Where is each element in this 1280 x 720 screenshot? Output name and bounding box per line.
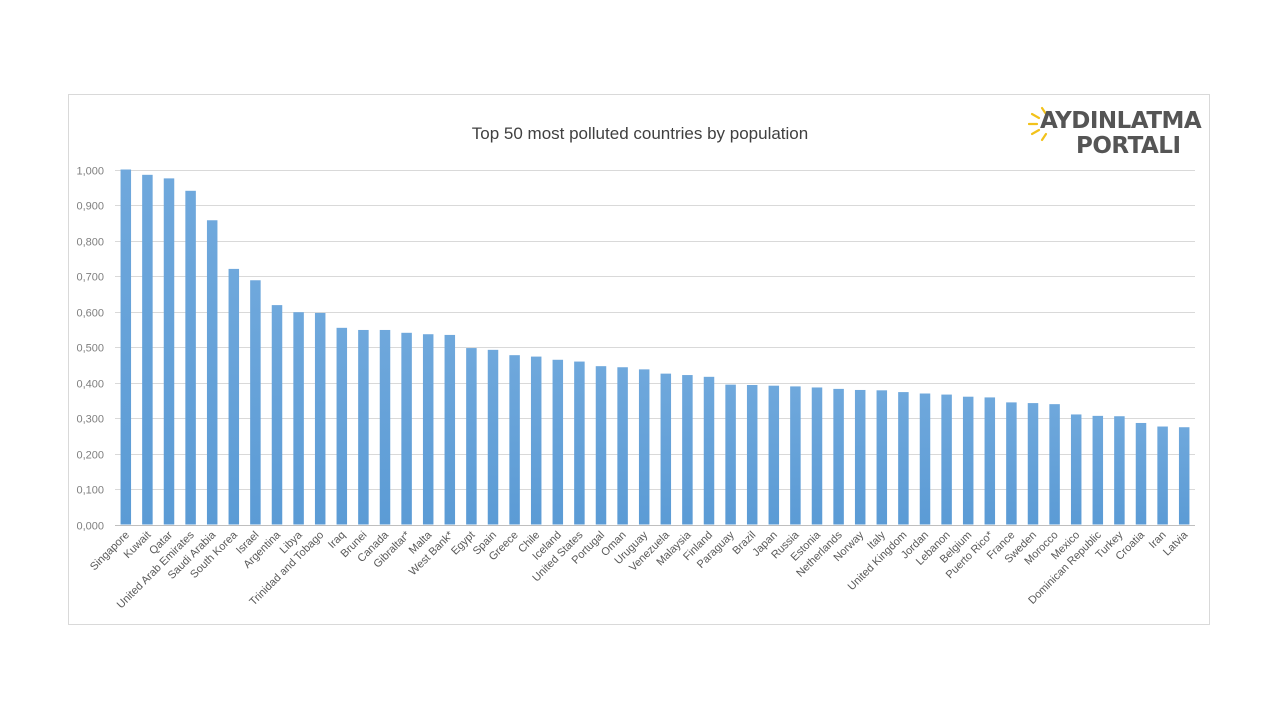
y-tick-label: 0,900 — [76, 201, 104, 213]
y-tick-label: 0,500 — [76, 343, 104, 355]
bar-turkey — [1114, 416, 1125, 525]
bar-finland — [703, 376, 715, 525]
bar-portugal — [595, 366, 607, 525]
bar-south-korea — [228, 268, 240, 525]
bar-uruguay — [638, 369, 650, 525]
chart-title: Top 50 most polluted countries by popula… — [471, 124, 809, 143]
y-tick-label: 0,300 — [76, 414, 104, 426]
bar-paraguay — [725, 384, 736, 525]
bar-malaysia — [682, 375, 693, 525]
bar-estonia — [811, 387, 823, 525]
x-tick-label: Egypt — [449, 529, 477, 557]
bar-iceland — [552, 359, 564, 525]
bar-qatar — [163, 178, 175, 525]
bar-argentina — [271, 305, 283, 525]
bar-saudi-arabia — [206, 220, 218, 525]
y-tick-label: 0,800 — [76, 237, 104, 249]
logo-text-line2: PORTALI — [1076, 133, 1181, 159]
sun-icon — [1028, 106, 1048, 142]
bar-greece — [509, 355, 520, 525]
bar-brazil — [746, 384, 758, 525]
bar-trinidad-and-tobago — [314, 312, 326, 525]
bar-jordan — [919, 393, 931, 525]
bar-japan — [768, 385, 780, 525]
bar-united-states — [574, 361, 585, 525]
bar-united-arab-emirates — [185, 190, 196, 525]
bar-russia — [790, 386, 801, 525]
bar-dominican-republic — [1092, 415, 1104, 525]
bar-morocco — [1049, 404, 1060, 525]
bar-italy — [876, 390, 888, 525]
y-tick-label: 0,100 — [76, 485, 104, 497]
bar-oman — [617, 367, 628, 525]
bar-canada — [379, 329, 391, 525]
bar-israel — [250, 280, 261, 525]
bar-iraq — [336, 327, 348, 525]
bar-france — [1006, 402, 1017, 525]
y-tick-label: 1,000 — [76, 166, 104, 178]
bar-united-kingdom — [898, 392, 909, 525]
bar-singapore — [120, 169, 132, 525]
y-tick-label: 0,200 — [76, 450, 104, 462]
bar-chile — [530, 356, 542, 525]
y-tick-label: 0,700 — [76, 272, 104, 284]
logo-text-line1: AYDINLATMA — [1040, 108, 1202, 134]
bar-brunei — [358, 329, 369, 525]
y-tick-label: 0,000 — [76, 521, 104, 533]
bar-mexico — [1070, 414, 1082, 525]
bar-malta — [422, 334, 434, 525]
bar-puerto-rico — [984, 397, 996, 525]
bar-sweden — [1027, 403, 1039, 525]
bar-spain — [487, 349, 499, 525]
bar-netherlands — [833, 388, 844, 525]
bar-kuwait — [142, 174, 153, 525]
bar-gibraltar — [401, 332, 412, 525]
bar-iran — [1157, 426, 1168, 525]
bar-belgium — [962, 396, 974, 525]
y-tick-label: 0,600 — [76, 308, 104, 320]
bar-croatia — [1135, 422, 1147, 525]
bar-latvia — [1178, 427, 1190, 525]
bar-egypt — [466, 348, 477, 525]
bar-lebanon — [941, 394, 952, 525]
bar-west-bank — [444, 334, 456, 525]
bar-libya — [293, 312, 304, 525]
brand-logo: AYDINLATMA PORTALI — [1028, 104, 1208, 164]
x-tick-label: Latvia — [1161, 529, 1191, 559]
bar-venezuela — [660, 373, 672, 525]
y-tick-label: 0,400 — [76, 379, 104, 391]
bar-norway — [854, 389, 866, 525]
